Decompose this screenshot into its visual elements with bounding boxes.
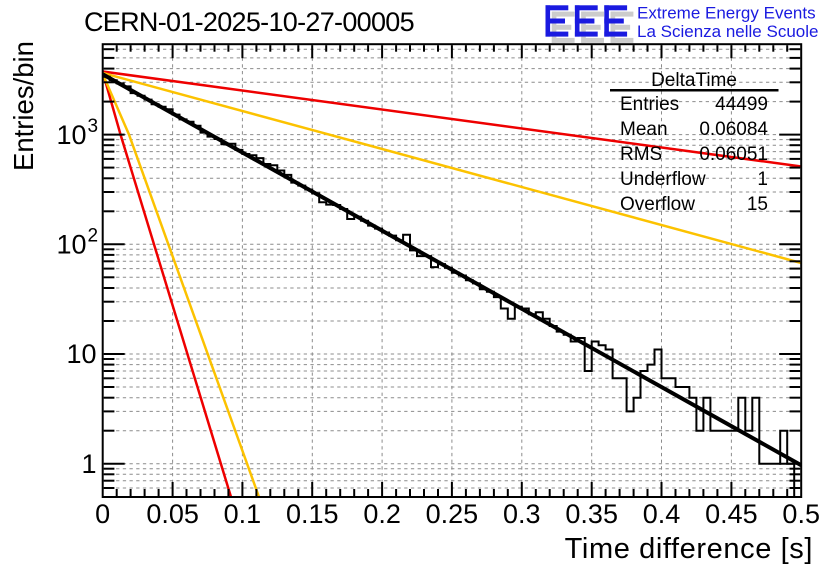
- svg-text:0.2: 0.2: [363, 499, 401, 529]
- svg-text:2: 2: [88, 226, 99, 247]
- svg-text:0.3: 0.3: [503, 499, 541, 529]
- svg-text:Underflow: Underflow: [620, 169, 706, 190]
- svg-text:RMS: RMS: [620, 144, 662, 165]
- svg-text:0.4: 0.4: [643, 499, 681, 529]
- svg-text:La Scienza nelle Scuole: La Scienza nelle Scuole: [637, 22, 818, 41]
- svg-text:10: 10: [56, 120, 86, 150]
- svg-text:0.35: 0.35: [565, 499, 618, 529]
- svg-text:10: 10: [66, 339, 96, 369]
- svg-text:CERN-01-2025-10-27-00005: CERN-01-2025-10-27-00005: [84, 7, 414, 37]
- svg-text:Entries/bin: Entries/bin: [8, 41, 39, 171]
- svg-text:DeltaTime: DeltaTime: [651, 70, 737, 91]
- svg-text:10: 10: [56, 230, 86, 260]
- svg-text:1: 1: [757, 169, 768, 190]
- svg-text:0.05: 0.05: [146, 499, 199, 529]
- svg-text:0.45: 0.45: [705, 499, 758, 529]
- svg-text:Overflow: Overflow: [620, 194, 695, 215]
- svg-text:Mean: Mean: [620, 119, 668, 140]
- svg-text:0.06084: 0.06084: [699, 119, 768, 140]
- svg-text:0.06051: 0.06051: [699, 144, 768, 165]
- svg-text:Time difference [s]: Time difference [s]: [565, 533, 813, 565]
- svg-text:15: 15: [747, 194, 768, 215]
- svg-text:44499: 44499: [715, 94, 768, 115]
- svg-text:Entries: Entries: [620, 94, 679, 115]
- svg-text:0.1: 0.1: [224, 499, 262, 529]
- svg-text:Extreme Energy Events: Extreme Energy Events: [637, 4, 816, 23]
- svg-text:0.15: 0.15: [286, 499, 339, 529]
- svg-text:1: 1: [81, 449, 96, 479]
- svg-text:3: 3: [88, 116, 99, 137]
- svg-text:0: 0: [95, 499, 110, 529]
- svg-text:0.5: 0.5: [782, 499, 820, 529]
- svg-text:0.25: 0.25: [426, 499, 479, 529]
